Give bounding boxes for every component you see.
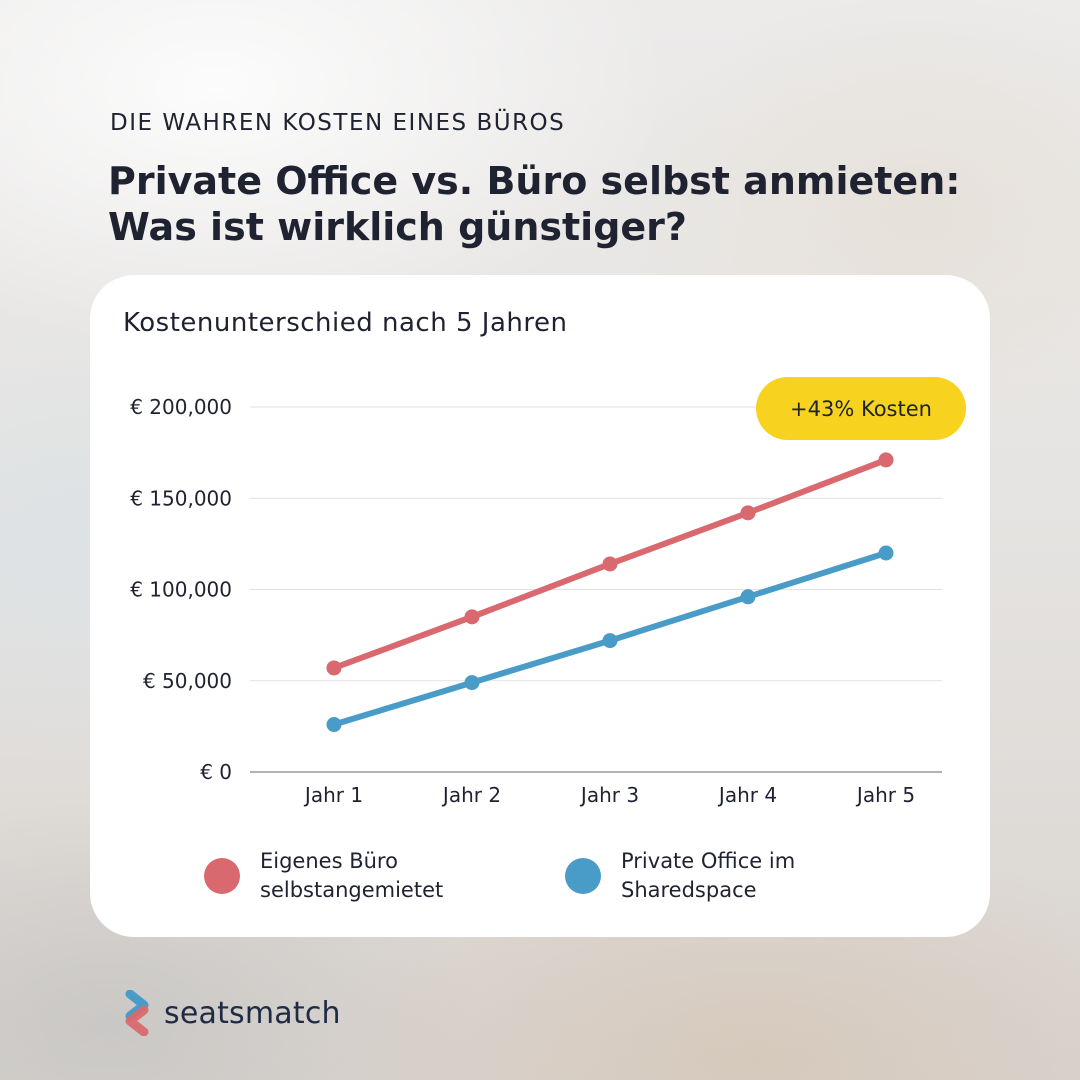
brand-name: seatsmatch (164, 995, 341, 1031)
series-2-point (602, 633, 618, 649)
y-tick-label: € 100,000 (130, 578, 232, 602)
series-2-point (878, 545, 894, 561)
series-1-point (740, 505, 756, 521)
legend-marker-own-office (204, 858, 240, 894)
y-tick-label: € 0 (200, 760, 232, 784)
badge-label: +43% Kosten (790, 397, 932, 421)
y-tick-label: € 150,000 (130, 486, 232, 510)
legend-marker-private-office (565, 858, 601, 894)
legend-label-private-office: Private Office im Sharedspace (621, 849, 796, 902)
series-2-point (740, 589, 756, 605)
legend-item-private-office: Private Office im Sharedspace (565, 847, 841, 905)
seatsmatch-chevron-logo-icon (125, 990, 149, 1036)
badge-background (756, 377, 966, 440)
page-headline: Private Office vs. Büro selbst anmieten:… (108, 159, 961, 249)
series-1-point (326, 660, 342, 676)
x-tick-label: Jahr 5 (855, 783, 915, 807)
series-1-point (878, 452, 894, 468)
eyebrow-title: DIE WAHREN KOSTEN EINES BÜROS (110, 110, 566, 136)
series-2-point (464, 675, 480, 691)
y-tick-label: € 200,000 (130, 395, 232, 419)
brand-logo: seatsmatch (122, 990, 341, 1036)
chart-title: Kostenunterschied nach 5 Jahren (123, 308, 568, 338)
series-1-point (602, 556, 618, 572)
x-tick-label: Jahr 1 (303, 783, 363, 807)
x-tick-label: Jahr 3 (579, 783, 639, 807)
legend-label-own-office: Eigenes Büro selbstangemietet (260, 849, 444, 902)
series-2-point (326, 717, 342, 733)
x-tick-label: Jahr 2 (441, 783, 501, 807)
x-tick-label: Jahr 4 (717, 783, 777, 807)
series-1-point (464, 609, 480, 625)
y-tick-label: € 50,000 (143, 669, 232, 693)
legend-item-own-office: Eigenes Büro selbstangemietet (204, 847, 480, 905)
